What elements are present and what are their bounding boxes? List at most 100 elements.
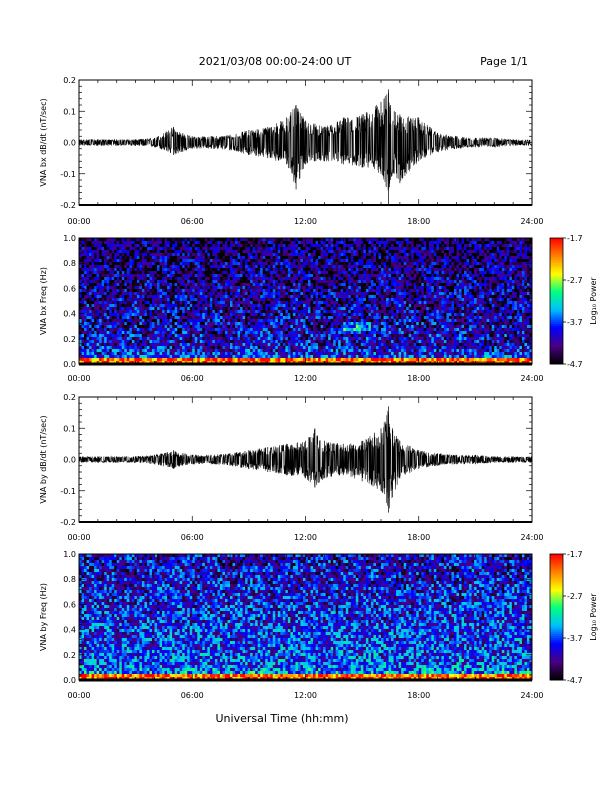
spectrogram-cell (99, 277, 103, 281)
spectrogram-cell (340, 289, 344, 293)
spectrogram-cell (89, 334, 92, 338)
spectrogram-cell (91, 319, 95, 323)
spectrogram-cell (230, 310, 233, 314)
spectrogram-cell (230, 262, 233, 266)
spectrogram-cell (260, 301, 264, 305)
spectrogram-cell (157, 280, 160, 284)
spectrogram-cell (350, 238, 354, 242)
spectrogram-cell (169, 322, 173, 326)
spectrogram-cell (315, 244, 319, 248)
spectrogram-cell (154, 307, 158, 311)
spectrogram-cell (204, 244, 208, 248)
spectrogram-cell (323, 316, 327, 320)
spectrogram-cell (350, 244, 354, 248)
spectrogram-cell (270, 340, 274, 344)
spectrogram-cell (189, 280, 193, 284)
spectrogram-cell (325, 304, 329, 308)
spectrogram-cell (247, 274, 251, 278)
spectrogram-cell (310, 247, 314, 251)
spectrogram-cell (121, 355, 125, 359)
spectrogram-cell (136, 250, 140, 254)
spectrogram-cell (335, 328, 339, 332)
spectrogram-cell (272, 289, 276, 293)
spectrogram-cell (111, 313, 115, 317)
spectrogram-cell (348, 304, 352, 308)
spectrogram-cell (280, 256, 284, 260)
spectrogram-cell (81, 343, 85, 347)
spectrogram-cell (340, 310, 344, 314)
spectrogram-cell (242, 343, 246, 347)
spectrogram-cell (328, 313, 332, 317)
spectrogram-cell (114, 277, 118, 281)
spectrogram-cell (333, 250, 337, 254)
spectrogram-cell (146, 247, 150, 251)
spectrogram-cell (277, 358, 281, 362)
spectrogram-cell (219, 346, 223, 350)
spectrogram-cell (214, 355, 218, 359)
spectrogram-cell (172, 337, 176, 341)
spectrogram-cell (184, 343, 188, 347)
spectrogram-cell (277, 301, 281, 305)
spectrogram-cell (151, 298, 155, 302)
spectrogram-cell (297, 271, 301, 275)
spectrogram-cell (318, 322, 321, 326)
spectrogram-cell (310, 346, 314, 350)
spectrogram-cell (305, 343, 309, 347)
spectrogram-cell (104, 337, 108, 341)
spectrogram-cell (202, 328, 206, 332)
spectrogram-cell (167, 334, 170, 338)
spectrogram-cell (308, 298, 311, 302)
spectrogram-cell (358, 355, 362, 359)
spectrogram-cell (287, 328, 291, 332)
spectrogram-cell (177, 289, 181, 293)
spectrogram-cell (250, 313, 254, 317)
spectrogram-cell (365, 334, 369, 338)
spectrogram-cell (227, 280, 231, 284)
spectrogram-cell (247, 292, 251, 296)
spectrogram-cell (202, 265, 206, 269)
spectrogram-cell (272, 262, 276, 266)
spectrogram-cell (222, 349, 226, 353)
spectrogram-cell (343, 241, 347, 245)
spectrogram-cell (320, 241, 324, 245)
spectrogram-cell (267, 352, 271, 356)
spectrogram-cell (343, 307, 347, 311)
spectrogram-cell (154, 352, 158, 356)
spectrogram-cell (202, 259, 206, 263)
spectrogram-cell (101, 241, 105, 245)
spectrogram-cell (255, 325, 259, 329)
spectrogram-cell (318, 298, 321, 302)
spectrogram-cell (338, 259, 342, 263)
spectrogram-cell (287, 247, 291, 251)
spectrogram-cell (111, 304, 115, 308)
spectrogram-cell (222, 352, 226, 356)
spectrogram-cell (139, 343, 143, 347)
spectrogram-cell (330, 304, 334, 308)
spectrogram-cell (222, 334, 226, 338)
spectrogram-cell (121, 268, 125, 272)
spectrogram-cell (192, 253, 196, 257)
spectrogram-cell (282, 355, 286, 359)
spectrogram-cell (325, 331, 329, 335)
spectrogram-cell (282, 253, 286, 257)
spectrogram-cell (282, 271, 286, 275)
spectrogram-cell (270, 289, 274, 293)
spectrogram-cell (164, 238, 168, 242)
spectrogram-cell (154, 247, 158, 251)
spectrogram-cell (227, 265, 231, 269)
spectrogram-cell (350, 277, 354, 281)
spectrogram-cell (297, 301, 301, 305)
spectrogram-cell (199, 298, 203, 302)
spectrogram-cell (350, 358, 354, 362)
spectrogram-cell (164, 349, 168, 353)
spectrogram-cell (141, 268, 145, 272)
spectrogram-cell (157, 337, 160, 341)
spectrogram-cell (338, 346, 342, 350)
spectrogram-cell (315, 295, 319, 299)
spectrogram-cell (295, 286, 299, 290)
spectrogram-cell (139, 244, 143, 248)
spectrogram-cell (235, 286, 238, 290)
spectrogram-cell (297, 346, 301, 350)
spectrogram-cell (320, 298, 324, 302)
spectrogram-cell (315, 319, 319, 323)
